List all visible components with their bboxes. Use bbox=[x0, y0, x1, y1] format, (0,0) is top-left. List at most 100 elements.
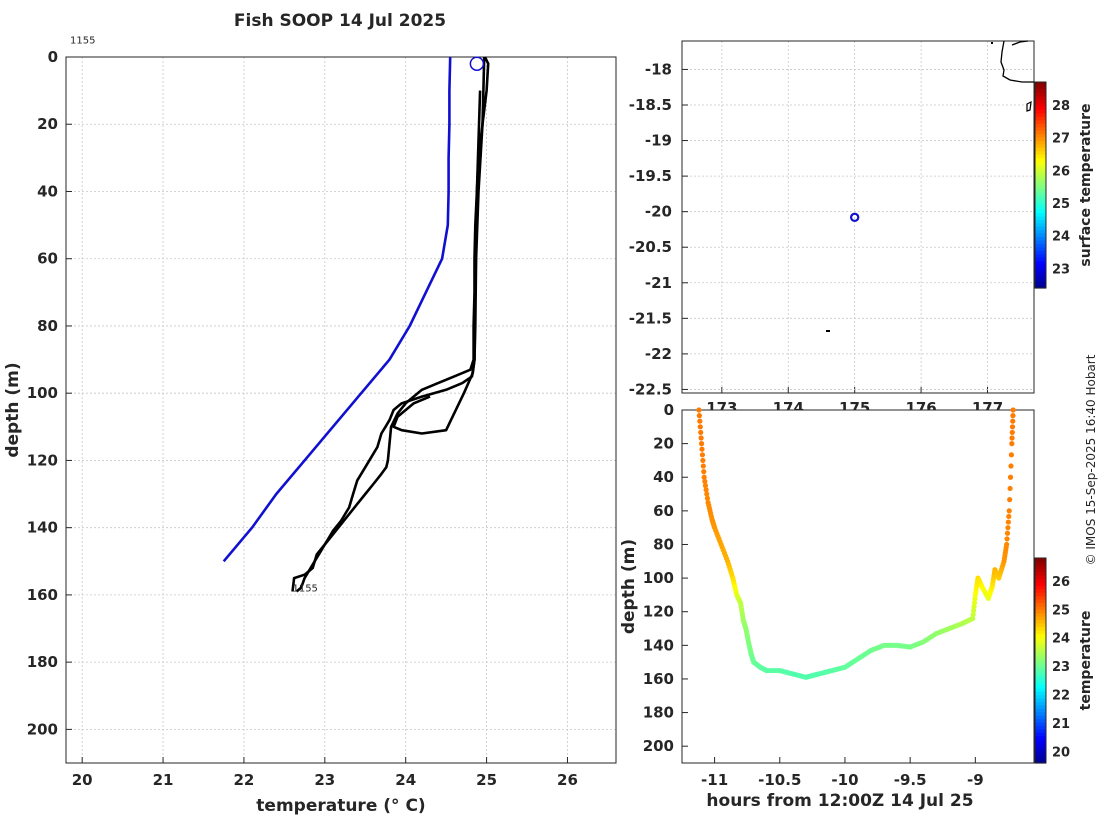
colorbar-swatch bbox=[1035, 281, 1046, 286]
colorbar-swatch bbox=[1035, 150, 1046, 155]
colorbar-swatch bbox=[1035, 708, 1046, 713]
colorbar-swatch bbox=[1035, 185, 1046, 190]
y-tick-label: 180 bbox=[27, 653, 58, 671]
colorbar-tick-label: 25 bbox=[1052, 197, 1070, 212]
colorbar-swatch bbox=[1035, 126, 1046, 131]
y-tick-label: 0 bbox=[664, 401, 674, 419]
track-point bbox=[1010, 418, 1016, 424]
track-point bbox=[1006, 508, 1012, 514]
island-outline bbox=[826, 330, 830, 332]
track-point bbox=[1009, 441, 1015, 447]
colorbar-swatch bbox=[1035, 215, 1046, 220]
colorbar-swatch bbox=[1035, 226, 1046, 231]
track-point bbox=[970, 611, 976, 618]
colorbar-swatch bbox=[1035, 646, 1046, 651]
colorbar-swatch bbox=[1035, 674, 1046, 679]
y-tick-label: 80 bbox=[653, 535, 674, 553]
x-tick-label: -10 bbox=[831, 771, 858, 789]
colorbar-swatch bbox=[1035, 592, 1046, 597]
track-point bbox=[1010, 407, 1016, 413]
colorbar-swatch bbox=[1035, 250, 1046, 255]
y-tick-label: 200 bbox=[643, 737, 674, 755]
colorbar-swatch bbox=[1035, 116, 1046, 121]
annotation-label: 1155 bbox=[292, 584, 317, 595]
colorbar-swatch bbox=[1035, 174, 1046, 179]
track-point bbox=[971, 600, 978, 606]
colorbar-swatch bbox=[1035, 233, 1046, 238]
y-tick-label: 80 bbox=[37, 317, 58, 335]
colorbar-swatch bbox=[1035, 109, 1046, 114]
colorbar-swatch bbox=[1035, 157, 1046, 162]
colorbar-swatch bbox=[1035, 633, 1046, 638]
track-point bbox=[699, 446, 705, 452]
colorbar-swatch bbox=[1035, 609, 1046, 614]
series-line-upcast bbox=[291, 56, 490, 592]
position-marker-circle bbox=[849, 212, 860, 223]
colorbar-tick-label: 23 bbox=[1052, 262, 1070, 277]
track-point bbox=[1008, 463, 1014, 469]
colorbar-swatch bbox=[1035, 698, 1046, 703]
y-tick-label: 0 bbox=[48, 48, 58, 66]
colorbar-swatch bbox=[1035, 650, 1046, 655]
colorbar-swatch bbox=[1035, 718, 1046, 723]
colorbar-swatch bbox=[1035, 209, 1046, 214]
colorbar-swatch bbox=[1035, 636, 1046, 641]
y-tick-label: 160 bbox=[643, 670, 674, 688]
x-tick-label: 23 bbox=[314, 771, 335, 789]
track-point bbox=[1009, 435, 1015, 441]
y-tick-label: 100 bbox=[643, 569, 674, 587]
colorbar-swatch bbox=[1035, 725, 1046, 730]
track-point bbox=[971, 604, 977, 610]
colorbar-swatch bbox=[1035, 739, 1046, 744]
colorbar-swatch bbox=[1035, 160, 1046, 165]
track-point bbox=[698, 429, 704, 436]
map-frame bbox=[681, 40, 1035, 394]
track-point bbox=[1008, 452, 1015, 458]
colorbar-swatch bbox=[1035, 277, 1046, 282]
figure-title: Fish SOOP 14 Jul 2025 bbox=[234, 11, 446, 31]
y-tick-label: 140 bbox=[27, 519, 58, 537]
colorbar-tick-label: 25 bbox=[1052, 603, 1070, 618]
colorbar-swatch bbox=[1035, 640, 1046, 645]
y-tick-label: 40 bbox=[37, 182, 58, 200]
colorbar-swatch bbox=[1035, 558, 1046, 563]
colorbar-swatch bbox=[1035, 171, 1046, 176]
colorbar-swatch bbox=[1035, 653, 1046, 658]
colorbar-swatch bbox=[1035, 253, 1046, 258]
colorbar-swatch bbox=[1035, 88, 1046, 93]
colorbar-swatch bbox=[1035, 612, 1046, 617]
x-tick-label: 26 bbox=[557, 771, 578, 789]
colorbar-swatch bbox=[1035, 284, 1046, 289]
series-line-cast3 bbox=[392, 90, 482, 435]
colorbar-swatch bbox=[1035, 167, 1046, 172]
colorbar-swatch bbox=[1035, 585, 1046, 590]
colorbar-frame bbox=[1034, 81, 1047, 289]
track-point bbox=[1007, 497, 1013, 503]
track-point bbox=[704, 491, 710, 497]
colorbar-swatch bbox=[1035, 571, 1046, 576]
copyright-note: © IMOS 15-Sep-2025 16:40 Hobart bbox=[1084, 354, 1098, 565]
colorbar-swatch bbox=[1035, 102, 1046, 107]
track-point bbox=[698, 441, 705, 447]
colorbar-tick-label: 22 bbox=[1052, 689, 1070, 704]
colorbar-swatch bbox=[1035, 236, 1046, 241]
island-outline bbox=[1026, 100, 1032, 112]
colorbar-swatch bbox=[1035, 752, 1046, 757]
map-lat-tick-label: -22 bbox=[645, 345, 672, 363]
colorbar-swatch bbox=[1035, 85, 1046, 90]
track-point bbox=[696, 407, 702, 413]
colorbar-swatch bbox=[1035, 745, 1046, 750]
y-tick-label: 200 bbox=[27, 720, 58, 738]
colorbar-swatch bbox=[1035, 616, 1046, 621]
map-lat-tick-label: -20.5 bbox=[629, 238, 672, 256]
colorbar-swatch bbox=[1035, 222, 1046, 227]
colorbar-swatch bbox=[1035, 267, 1046, 272]
track-point bbox=[699, 452, 706, 458]
colorbar-swatch bbox=[1035, 588, 1046, 593]
colorbar-swatch bbox=[1035, 270, 1046, 275]
x-tick-label: -11 bbox=[701, 771, 728, 789]
colorbar-swatch bbox=[1035, 756, 1046, 761]
y-tick-label: 120 bbox=[643, 603, 674, 621]
colorbar-swatch bbox=[1035, 595, 1046, 600]
